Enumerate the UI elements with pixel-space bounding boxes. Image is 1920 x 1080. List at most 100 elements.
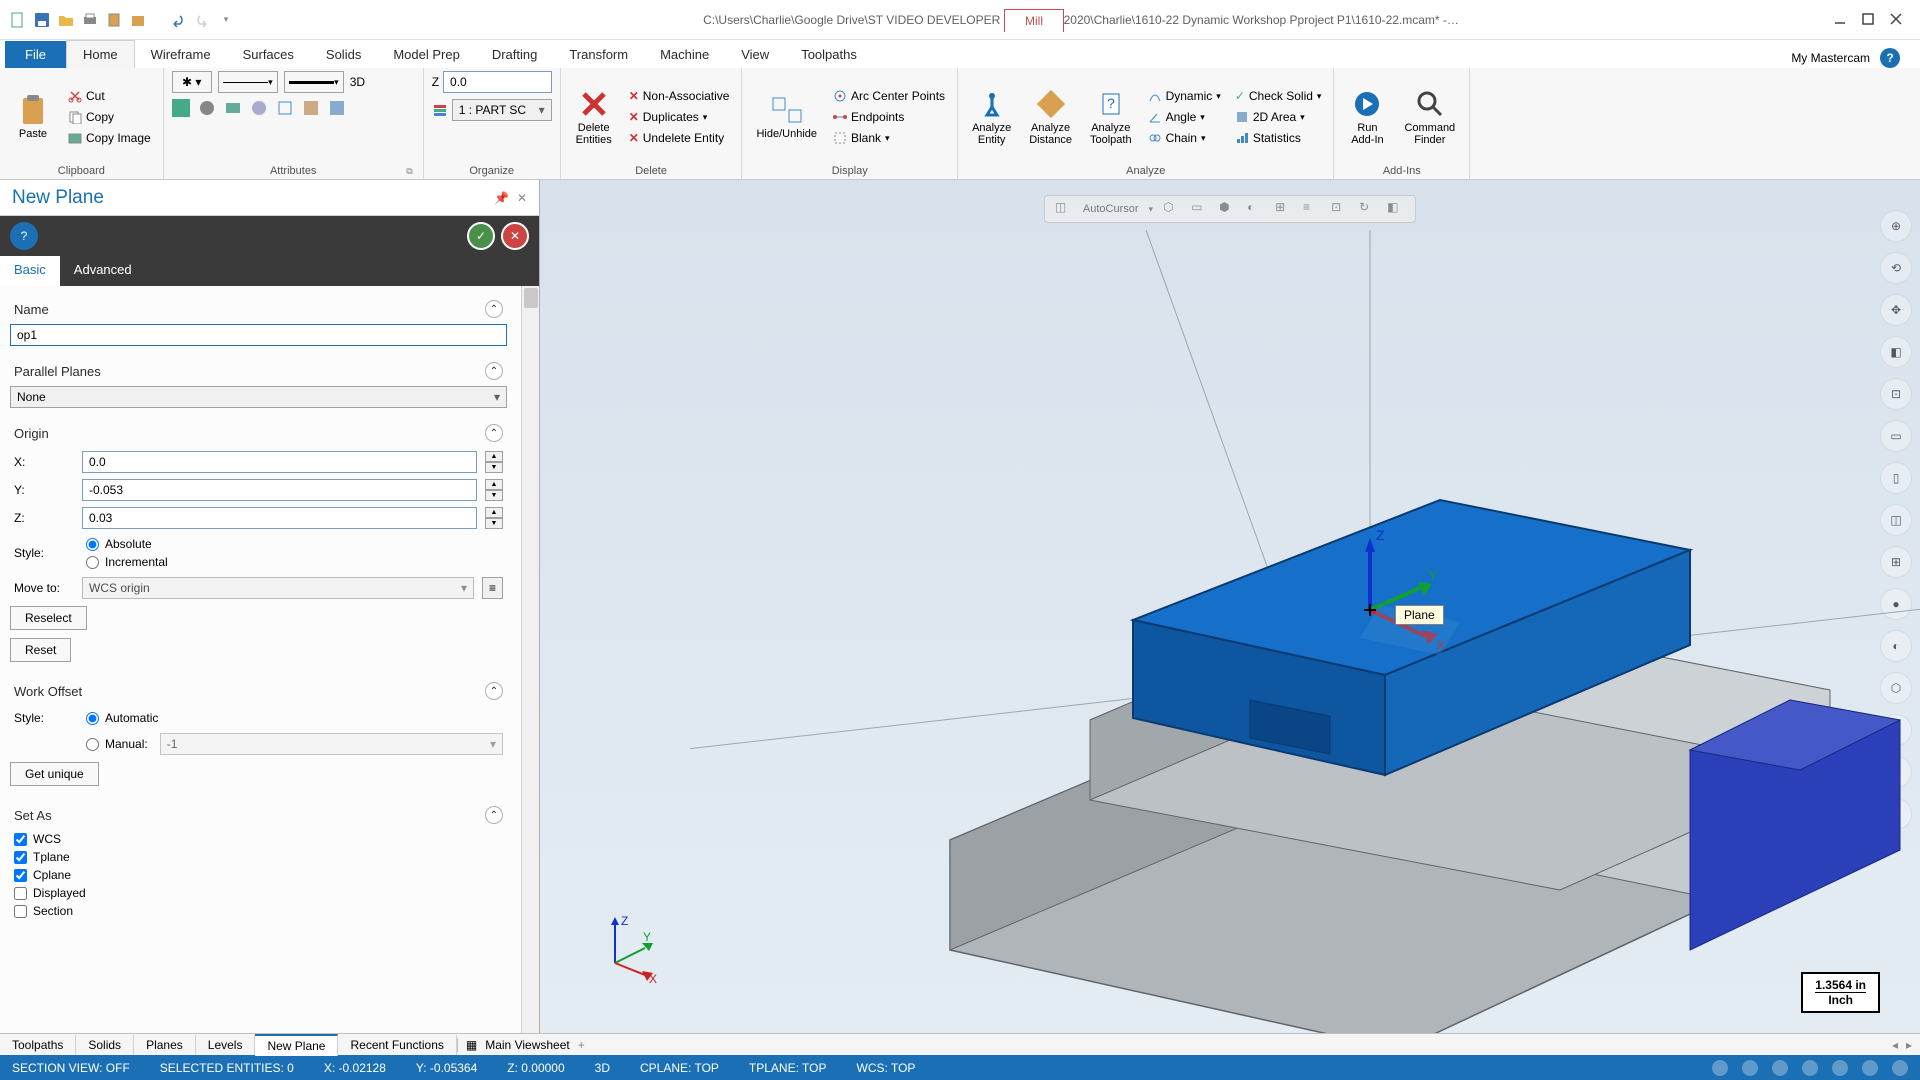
collapse-parallel[interactable]: ⌃ — [485, 362, 503, 380]
status-icon-2[interactable] — [1742, 1060, 1758, 1076]
wcs-checkbox[interactable] — [14, 833, 27, 846]
collapse-setas[interactable]: ⌃ — [485, 806, 503, 824]
arc-center-button[interactable]: Arc Center Points — [829, 87, 949, 105]
ft-icon-11[interactable]: ◧ — [1387, 200, 1405, 218]
surface-color-icon[interactable] — [224, 99, 242, 117]
pin-icon[interactable]: 📌 — [494, 191, 509, 205]
help-circle-button[interactable]: ? — [10, 222, 38, 250]
z-spin-down[interactable]: ▼ — [485, 518, 503, 529]
status-icon-1[interactable] — [1712, 1060, 1728, 1076]
material-icon[interactable] — [250, 99, 268, 117]
cplane-checkbox[interactable] — [14, 869, 27, 882]
duplicates-button[interactable]: ✕Duplicates ▾ — [625, 108, 734, 126]
ft-icon-1[interactable]: ◫ — [1055, 200, 1073, 218]
x-spin-up[interactable]: ▲ — [485, 451, 503, 462]
level-icon[interactable] — [432, 102, 448, 118]
y-input[interactable] — [82, 479, 477, 501]
panel-tab-basic[interactable]: Basic — [0, 256, 60, 286]
automatic-radio[interactable] — [86, 712, 99, 725]
z-spin-up[interactable]: ▲ — [485, 507, 503, 518]
hide-unhide-button[interactable]: Hide/Unhide — [750, 90, 823, 144]
undelete-button[interactable]: ✕Undelete Entity — [625, 129, 734, 147]
dynamic-button[interactable]: Dynamic ▾ — [1144, 87, 1225, 105]
endpoints-button[interactable]: Endpoints — [829, 108, 949, 126]
panel-scrollbar[interactable] — [521, 286, 539, 1033]
tab-drafting[interactable]: Drafting — [476, 41, 554, 68]
ok-button[interactable]: ✓ — [467, 222, 495, 250]
z-input[interactable] — [82, 507, 477, 529]
angle-button[interactable]: Angle ▾ — [1144, 108, 1225, 126]
status-icon-6[interactable] — [1862, 1060, 1878, 1076]
run-addin-button[interactable]: Run Add-In — [1342, 84, 1392, 150]
status-wcs[interactable]: WCS: TOP — [857, 1061, 916, 1075]
moveto-dropdown[interactable]: WCS origin▾ — [82, 577, 474, 599]
tab-toolpaths[interactable]: Toolpaths — [785, 41, 873, 68]
solid-color-icon[interactable] — [198, 99, 216, 117]
status-section[interactable]: SECTION VIEW: OFF — [12, 1061, 130, 1075]
undo-icon[interactable] — [170, 12, 186, 28]
tab-file[interactable]: File — [5, 41, 66, 68]
manual-dropdown[interactable]: -1▾ — [160, 733, 503, 755]
non-associative-button[interactable]: ✕Non-Associative — [625, 87, 734, 105]
y-spin-up[interactable]: ▲ — [485, 479, 503, 490]
x-input[interactable] — [82, 451, 477, 473]
ft-icon-6[interactable]: ◐ — [1247, 200, 1265, 218]
cancel-button[interactable]: ✕ — [501, 222, 529, 250]
ft-icon-4[interactable]: ▭ — [1191, 200, 1209, 218]
maximize-icon[interactable] — [1861, 12, 1877, 28]
ft-icon-7[interactable]: ⊞ — [1275, 200, 1293, 218]
btab-planes[interactable]: Planes — [134, 1035, 196, 1055]
attr-icon-7[interactable] — [328, 99, 346, 117]
clipboard-icon[interactable] — [106, 12, 122, 28]
threeD-toggle[interactable]: 3D — [350, 75, 365, 89]
point-style-dropdown[interactable]: ✱ ▾ — [172, 71, 212, 93]
selection-toolbar[interactable]: ◫ AutoCursor ▾ ⬡ ▭ ⬢ ◐ ⊞ ≡ ⊡ ↻ ◧ — [1044, 195, 1416, 223]
ft-icon-10[interactable]: ↻ — [1359, 200, 1377, 218]
level-dropdown[interactable]: 1 : PART SC▾ — [452, 99, 552, 121]
btab-levels[interactable]: Levels — [196, 1035, 256, 1055]
wireframe-color-icon[interactable] — [172, 99, 190, 117]
ft-icon-8[interactable]: ≡ — [1303, 200, 1321, 218]
redo-icon[interactable] — [194, 12, 210, 28]
tab-home[interactable]: Home — [66, 40, 135, 68]
tab-wireframe[interactable]: Wireframe — [135, 41, 227, 68]
chain-button[interactable]: Chain ▾ — [1144, 129, 1225, 147]
viewsheet-icon[interactable]: ▦ — [466, 1038, 477, 1052]
btab-toolpaths[interactable]: Toolpaths — [0, 1035, 76, 1055]
collapse-origin[interactable]: ⌃ — [485, 424, 503, 442]
package-icon[interactable] — [130, 12, 146, 28]
command-finder-button[interactable]: Command Finder — [1398, 84, 1461, 150]
analyze-distance-button[interactable]: Analyze Distance — [1023, 84, 1078, 150]
status-icon-3[interactable] — [1772, 1060, 1788, 1076]
collapse-workoffset[interactable]: ⌃ — [485, 682, 503, 700]
name-input[interactable] — [10, 324, 507, 346]
get-unique-button[interactable]: Get unique — [10, 762, 99, 786]
save-icon[interactable] — [34, 12, 50, 28]
tab-machine[interactable]: Machine — [644, 41, 725, 68]
viewport-3d[interactable]: ◫ AutoCursor ▾ ⬡ ▭ ⬢ ◐ ⊞ ≡ ⊡ ↻ ◧ ⊕ ⟲ ✥ ◧… — [540, 180, 1920, 1033]
btab-recent[interactable]: Recent Functions — [338, 1035, 456, 1055]
copy-button[interactable]: Copy — [64, 108, 155, 126]
line-style-dropdown[interactable]: ▾ — [218, 71, 278, 93]
collapse-name[interactable]: ⌃ — [485, 300, 503, 318]
line-width-dropdown[interactable]: ▾ — [284, 71, 344, 93]
ft-icon-3[interactable]: ⬡ — [1163, 200, 1181, 218]
status-icon-5[interactable] — [1832, 1060, 1848, 1076]
z-depth-input[interactable] — [443, 71, 552, 93]
tab-surfaces[interactable]: Surfaces — [227, 41, 310, 68]
print-icon[interactable] — [82, 12, 98, 28]
context-tab-mill[interactable]: Mill — [1004, 9, 1064, 32]
my-mastercam-link[interactable]: My Mastercam — [1791, 51, 1870, 65]
status-icon-7[interactable] — [1892, 1060, 1908, 1076]
status-cplane[interactable]: CPLANE: TOP — [640, 1061, 719, 1075]
delete-entities-button[interactable]: Delete Entities — [569, 84, 619, 150]
x-spin-down[interactable]: ▼ — [485, 462, 503, 473]
blank-button[interactable]: Blank ▾ — [829, 129, 949, 147]
tab-solids[interactable]: Solids — [310, 41, 377, 68]
copy-image-button[interactable]: Copy Image — [64, 129, 155, 147]
panel-tab-advanced[interactable]: Advanced — [60, 256, 146, 286]
btab-solids[interactable]: Solids — [76, 1035, 134, 1055]
parallel-dropdown[interactable]: None▾ — [10, 386, 507, 408]
new-icon[interactable] — [10, 12, 26, 28]
attr-icon-6[interactable] — [302, 99, 320, 117]
